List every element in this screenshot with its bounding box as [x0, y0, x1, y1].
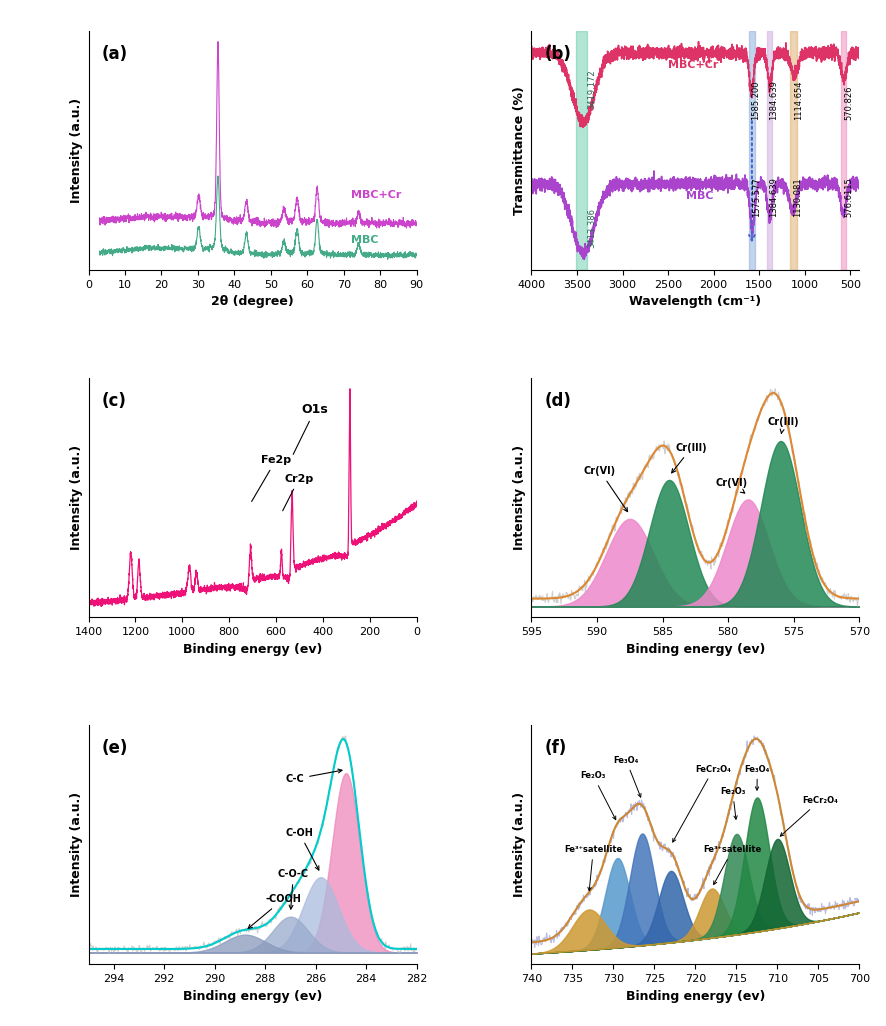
Text: 1130.081: 1130.081: [793, 177, 802, 216]
Text: 570.826: 570.826: [844, 86, 853, 120]
Text: C-O-C: C-O-C: [278, 869, 309, 909]
Text: MBC+Cr: MBC+Cr: [668, 61, 719, 70]
Y-axis label: Intensity (a.u.): Intensity (a.u.): [70, 445, 83, 550]
Text: Fe³⁺satellite: Fe³⁺satellite: [564, 845, 623, 891]
Text: 1114.654: 1114.654: [794, 81, 804, 120]
Y-axis label: Intensity (a.u.): Intensity (a.u.): [70, 792, 83, 898]
Text: C-OH: C-OH: [285, 828, 319, 870]
Text: FeCr₂O₄: FeCr₂O₄: [781, 796, 838, 836]
Text: Cr(III): Cr(III): [767, 418, 799, 433]
Y-axis label: Intensity (a.u.): Intensity (a.u.): [513, 792, 526, 898]
Bar: [750, 31, 755, 270]
Text: (e): (e): [102, 740, 128, 757]
Text: O1s: O1s: [293, 403, 329, 455]
Text: MBC+Cr: MBC+Cr: [351, 190, 401, 200]
Text: 3413.386: 3413.386: [587, 207, 596, 247]
Text: 1384.639: 1384.639: [769, 80, 779, 120]
X-axis label: 2θ (degree): 2θ (degree): [211, 295, 294, 309]
Text: C-C: C-C: [285, 770, 342, 784]
Bar: [576, 31, 587, 270]
Y-axis label: Intensity (a.u.): Intensity (a.u.): [70, 97, 83, 203]
Text: Fe₃O₄: Fe₃O₄: [744, 764, 770, 790]
Y-axis label: Intensity (a.u.): Intensity (a.u.): [513, 445, 526, 550]
Text: Fe2p: Fe2p: [252, 456, 291, 502]
Bar: [790, 31, 797, 270]
Text: Cr(VI): Cr(VI): [584, 466, 627, 512]
Bar: [767, 31, 773, 270]
Text: Cr(III): Cr(III): [672, 443, 707, 473]
Text: 1384.639: 1384.639: [769, 176, 779, 216]
Text: Fe₂O₃: Fe₂O₃: [720, 787, 745, 819]
X-axis label: Binding energy (ev): Binding energy (ev): [183, 990, 323, 1002]
Text: (c): (c): [102, 392, 127, 410]
Text: MBC: MBC: [351, 235, 378, 245]
Text: (b): (b): [545, 45, 571, 64]
Text: (a): (a): [102, 45, 128, 64]
Text: 576.6115: 576.6115: [844, 177, 853, 216]
Text: Cr2p: Cr2p: [283, 474, 314, 511]
X-axis label: Wavelength (cm⁻¹): Wavelength (cm⁻¹): [629, 295, 761, 309]
Text: 3419.172: 3419.172: [587, 69, 595, 109]
Text: 1585.200: 1585.200: [751, 81, 760, 120]
Text: -COOH: -COOH: [248, 895, 301, 929]
X-axis label: Binding energy (ev): Binding energy (ev): [626, 990, 766, 1002]
X-axis label: Binding energy (ev): Binding energy (ev): [626, 642, 766, 656]
Bar: [841, 31, 846, 270]
X-axis label: Binding energy (ev): Binding energy (ev): [183, 642, 323, 656]
Y-axis label: Transmittance (%): Transmittance (%): [513, 86, 526, 214]
Text: 1575.577: 1575.577: [752, 177, 761, 216]
Text: Cr(VI): Cr(VI): [715, 478, 747, 494]
Text: MBC: MBC: [687, 192, 714, 201]
Text: (f): (f): [545, 740, 567, 757]
Text: (d): (d): [545, 392, 571, 410]
Text: Fe³⁺satellite: Fe³⁺satellite: [703, 845, 762, 884]
Text: Fe₃O₄: Fe₃O₄: [613, 756, 641, 797]
Text: Fe₂O₃: Fe₂O₃: [580, 772, 616, 820]
Text: FeCr₂O₄: FeCr₂O₄: [672, 764, 731, 842]
